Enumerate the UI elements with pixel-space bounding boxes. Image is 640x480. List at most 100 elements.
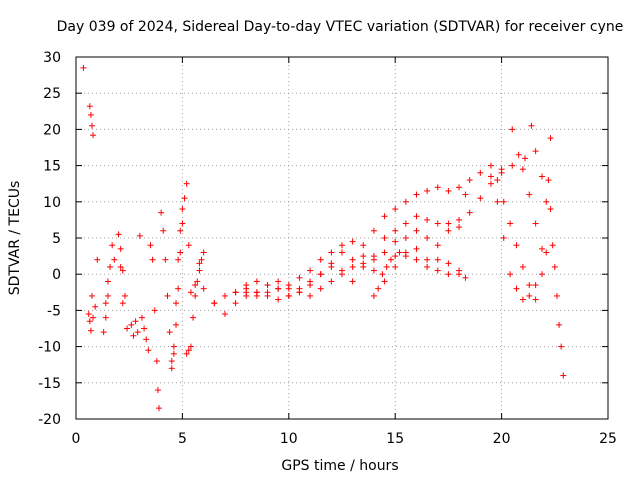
plot-frame [75, 56, 609, 420]
data-point [547, 206, 554, 213]
data-point [532, 220, 539, 227]
data-point [445, 220, 452, 227]
x-tick-label: 20 [493, 431, 511, 447]
data-point [211, 300, 218, 307]
data-point [183, 180, 190, 187]
data-point [392, 206, 399, 213]
data-point [370, 292, 377, 299]
data-point [424, 187, 431, 194]
data-point [196, 260, 203, 267]
data-point [107, 263, 114, 270]
data-point [307, 267, 314, 274]
data-point [526, 282, 533, 289]
chart-title: Day 039 of 2024, Sidereal Day-to-day VTE… [57, 19, 624, 35]
data-point [153, 358, 160, 365]
data-point [173, 321, 180, 328]
data-point [185, 242, 192, 249]
data-point [558, 343, 565, 350]
data-point [413, 227, 420, 234]
data-point [307, 292, 314, 299]
data-point [513, 285, 520, 292]
data-point [185, 347, 192, 354]
data-point [434, 242, 441, 249]
data-point [92, 303, 99, 310]
data-point [170, 343, 177, 350]
data-point [264, 282, 271, 289]
data-point [349, 278, 356, 285]
data-point [104, 292, 111, 299]
data-point [500, 198, 507, 205]
data-point [198, 256, 205, 263]
data-point [396, 249, 403, 256]
series-late-5 [545, 177, 567, 379]
data-point [477, 169, 484, 176]
series-late-2 [487, 173, 546, 303]
data-point [392, 238, 399, 245]
data-point [543, 249, 550, 256]
data-point [375, 285, 382, 292]
data-point [138, 314, 145, 321]
data-points [80, 64, 567, 412]
data-point [360, 253, 367, 260]
data-point [424, 216, 431, 223]
data-point [413, 213, 420, 220]
data-point [158, 209, 165, 216]
series-early-3 [115, 231, 131, 332]
data-point [424, 256, 431, 263]
data-point [549, 242, 556, 249]
data-point [170, 350, 177, 357]
data-point [124, 325, 131, 332]
series-trace-b [211, 169, 505, 318]
data-point [339, 267, 345, 274]
data-point [370, 267, 377, 274]
data-point [164, 292, 171, 299]
data-point [339, 242, 345, 249]
data-point [539, 245, 546, 252]
data-point [275, 278, 282, 285]
y-tick-label: 20 [43, 122, 61, 138]
data-point [402, 235, 409, 241]
data-point [147, 242, 154, 249]
data-point [119, 300, 126, 307]
data-point [117, 263, 124, 270]
data-point [402, 220, 409, 227]
x-axis-title: GPS time / hours [281, 458, 398, 474]
data-point [551, 263, 558, 270]
series-early-2 [100, 242, 118, 336]
data-point [264, 292, 271, 299]
x-tick-label: 5 [178, 431, 187, 447]
data-point [102, 300, 109, 307]
data-point [383, 263, 390, 270]
data-point [526, 191, 533, 198]
series-late-4 [509, 122, 554, 205]
data-point [392, 227, 399, 234]
data-point [317, 256, 324, 263]
series-late-3 [494, 177, 539, 303]
data-point [132, 318, 139, 325]
data-point [104, 278, 111, 285]
data-point [532, 282, 539, 289]
data-point [128, 321, 135, 328]
data-point [413, 256, 420, 263]
data-point [296, 274, 303, 281]
data-point [85, 311, 92, 318]
data-point [200, 285, 207, 292]
data-point [392, 263, 399, 270]
data-point [462, 191, 469, 198]
data-point [509, 126, 516, 133]
data-point [381, 278, 388, 285]
data-point [339, 249, 345, 256]
axis-ticks: 0 5 10 15 20 25 -20 -15 -10 -5 0 5 10 15 20 25 30 [38, 50, 617, 447]
data-point [196, 267, 203, 274]
data-point [177, 249, 184, 256]
data-point [154, 387, 161, 394]
data-point [381, 213, 388, 220]
data-point [181, 195, 188, 202]
series-trace-d [243, 245, 469, 299]
data-point [387, 256, 394, 263]
data-point [494, 198, 501, 205]
data-point [285, 282, 292, 289]
series-late-1 [466, 162, 550, 256]
data-point [522, 155, 529, 162]
